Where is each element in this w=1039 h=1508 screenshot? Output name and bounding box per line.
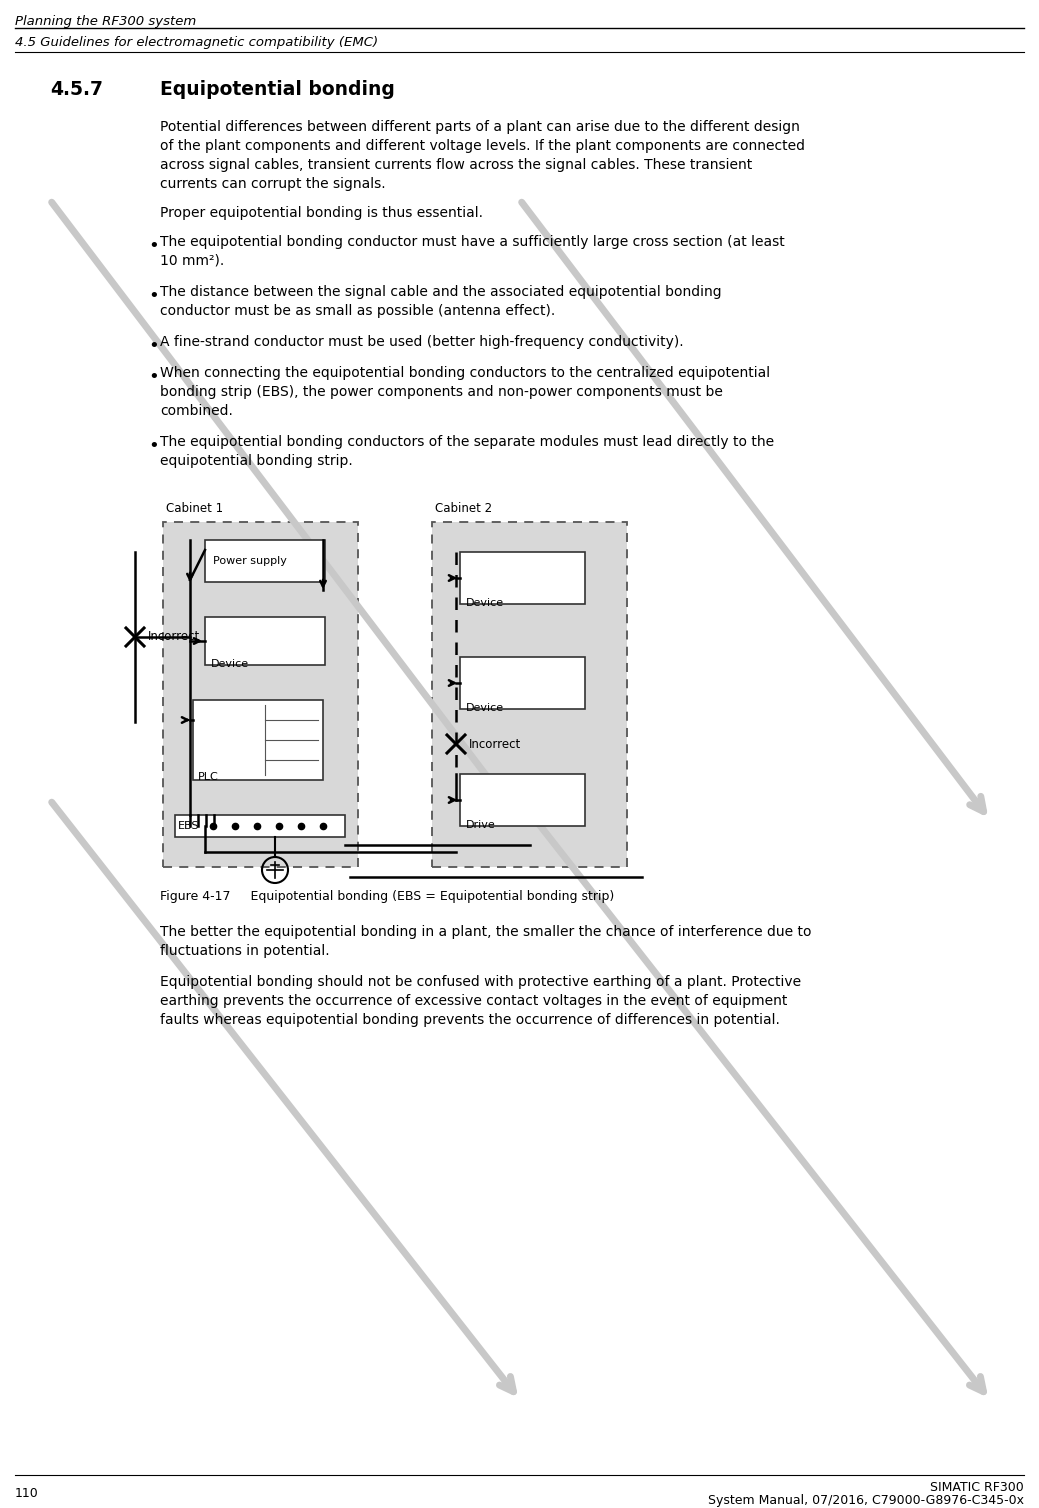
Bar: [205, 540, 325, 582]
Bar: [460, 552, 585, 605]
Bar: [163, 522, 358, 867]
Text: 4.5 Guidelines for electromagnetic compatibility (EMC): 4.5 Guidelines for electromagnetic compa…: [15, 36, 378, 48]
Text: Incorrect: Incorrect: [148, 630, 201, 644]
Text: 10 mm²).: 10 mm²).: [160, 253, 224, 268]
Text: The distance between the signal cable and the associated equipotential bonding: The distance between the signal cable an…: [160, 285, 722, 299]
Text: SIMATIC RF300: SIMATIC RF300: [930, 1481, 1024, 1494]
Text: PLC: PLC: [198, 772, 219, 783]
Bar: [432, 522, 627, 867]
Text: Proper equipotential bonding is thus essential.: Proper equipotential bonding is thus ess…: [160, 207, 483, 220]
Text: •: •: [148, 287, 159, 305]
Text: Cabinet 1: Cabinet 1: [166, 502, 223, 516]
Text: earthing prevents the occurrence of excessive contact voltages in the event of e: earthing prevents the occurrence of exce…: [160, 994, 788, 1007]
Text: equipotential bonding strip.: equipotential bonding strip.: [160, 454, 353, 467]
Text: Drive: Drive: [467, 820, 496, 829]
Text: Planning the RF300 system: Planning the RF300 system: [15, 15, 196, 29]
Bar: [460, 774, 585, 826]
Bar: [460, 657, 585, 709]
Text: •: •: [148, 237, 159, 255]
Text: Potential differences between different parts of a plant can arise due to the di: Potential differences between different …: [160, 121, 800, 134]
Text: currents can corrupt the signals.: currents can corrupt the signals.: [160, 176, 385, 192]
Text: Figure 4-17     Equipotential bonding (EBS = Equipotential bonding strip): Figure 4-17 Equipotential bonding (EBS =…: [160, 890, 614, 903]
Text: fluctuations in potential.: fluctuations in potential.: [160, 944, 329, 958]
Bar: [175, 814, 345, 837]
Text: combined.: combined.: [160, 404, 233, 418]
Text: When connecting the equipotential bonding conductors to the centralized equipote: When connecting the equipotential bondin…: [160, 366, 770, 380]
Text: 110: 110: [15, 1487, 38, 1500]
Text: across signal cables, transient currents flow across the signal cables. These tr: across signal cables, transient currents…: [160, 158, 752, 172]
Text: of the plant components and different voltage levels. If the plant components ar: of the plant components and different vo…: [160, 139, 805, 152]
Text: A fine-strand conductor must be used (better high-frequency conductivity).: A fine-strand conductor must be used (be…: [160, 335, 684, 348]
Text: Device: Device: [211, 659, 249, 670]
Text: Device: Device: [467, 703, 504, 713]
Text: The better the equipotential bonding in a plant, the smaller the chance of inter: The better the equipotential bonding in …: [160, 924, 811, 939]
Text: Incorrect: Incorrect: [469, 737, 522, 751]
Bar: [193, 700, 323, 780]
Text: Cabinet 2: Cabinet 2: [435, 502, 492, 516]
Text: The equipotential bonding conductors of the separate modules must lead directly : The equipotential bonding conductors of …: [160, 434, 774, 449]
Text: Equipotential bonding should not be confused with protective earthing of a plant: Equipotential bonding should not be conf…: [160, 976, 801, 989]
Bar: [205, 617, 325, 665]
Text: Power supply: Power supply: [213, 556, 287, 566]
Text: faults whereas equipotential bonding prevents the occurrence of differences in p: faults whereas equipotential bonding pre…: [160, 1013, 780, 1027]
Text: •: •: [148, 368, 159, 386]
Text: bonding strip (EBS), the power components and non-power components must be: bonding strip (EBS), the power component…: [160, 385, 723, 400]
Text: •: •: [148, 336, 159, 354]
Text: Device: Device: [467, 599, 504, 608]
Text: •: •: [148, 437, 159, 455]
Text: conductor must be as small as possible (antenna effect).: conductor must be as small as possible (…: [160, 305, 555, 318]
Text: EBS: EBS: [178, 820, 199, 831]
Text: Equipotential bonding: Equipotential bonding: [160, 80, 395, 100]
Text: The equipotential bonding conductor must have a sufficiently large cross section: The equipotential bonding conductor must…: [160, 235, 784, 249]
Text: System Manual, 07/2016, C79000-G8976-C345-0x: System Manual, 07/2016, C79000-G8976-C34…: [708, 1494, 1024, 1506]
Text: 4.5.7: 4.5.7: [50, 80, 103, 100]
